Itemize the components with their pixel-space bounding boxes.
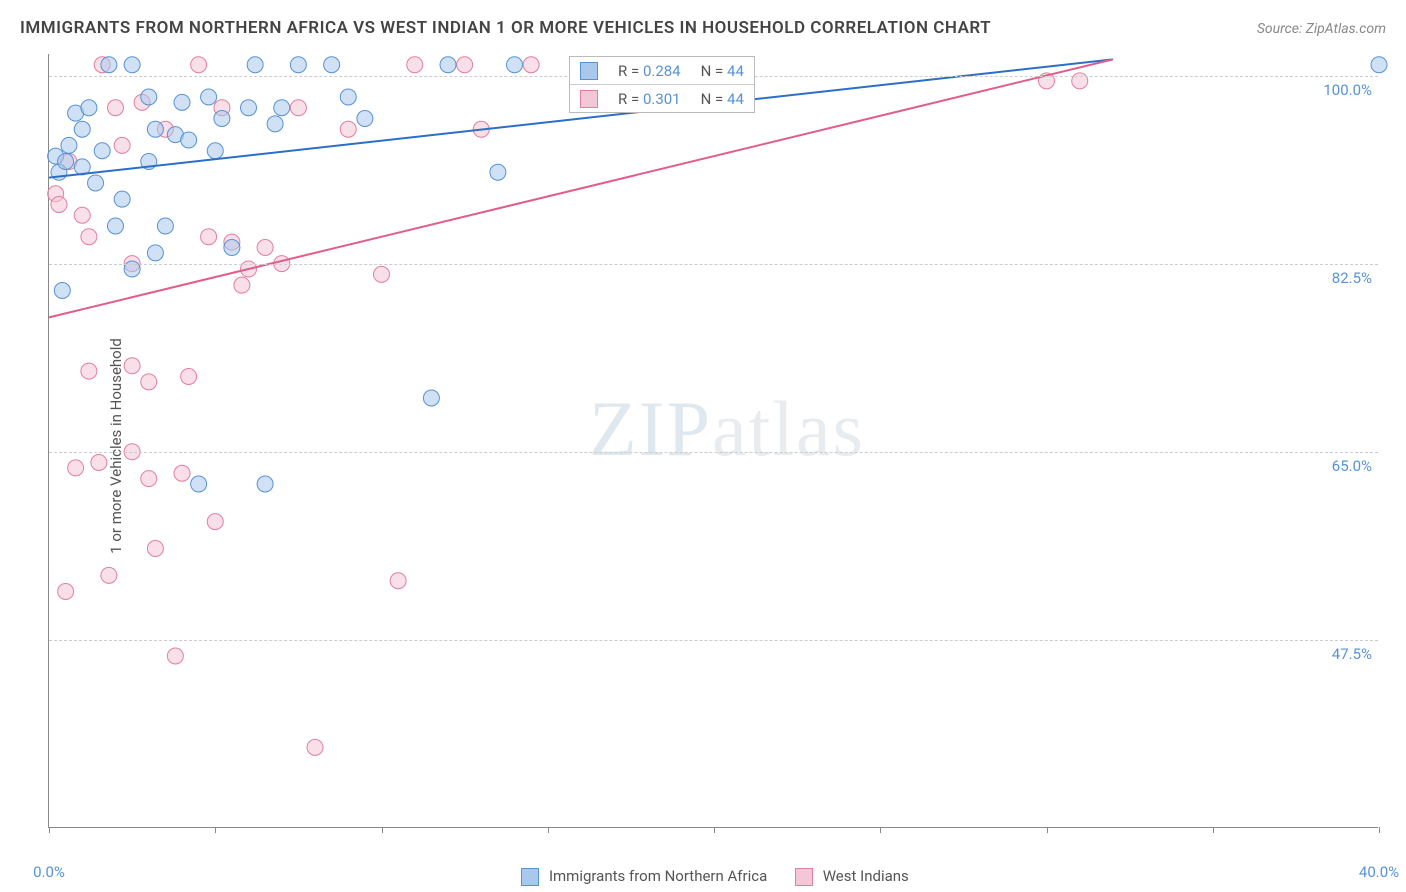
source: Source: ZipAtlas.com: [1257, 18, 1386, 37]
data-point: [181, 132, 197, 148]
data-point: [108, 218, 124, 234]
data-point: [201, 229, 217, 245]
data-point: [94, 143, 110, 159]
x-tick: [49, 827, 50, 833]
data-point: [124, 57, 140, 73]
y-tick-label: 65.0%: [1332, 457, 1372, 475]
data-point: [74, 121, 90, 137]
data-point: [1371, 57, 1387, 73]
data-point: [54, 283, 70, 299]
data-point: [167, 648, 183, 664]
legend-label-1: Immigrants from Northern Africa: [549, 867, 767, 885]
data-point: [423, 390, 439, 406]
data-point: [91, 455, 107, 471]
data-point: [247, 57, 263, 73]
legend-label-2: West Indians: [823, 867, 909, 885]
data-point: [440, 57, 456, 73]
correlation-legend: R = 0.284N = 44R = 0.301N = 44: [569, 56, 755, 113]
data-point: [74, 207, 90, 223]
data-point: [124, 358, 140, 374]
data-point: [207, 143, 223, 159]
data-point: [307, 739, 323, 755]
grid-line: [49, 640, 1378, 641]
data-point: [141, 374, 157, 390]
data-point: [191, 476, 207, 492]
data-point: [201, 89, 217, 105]
data-point: [214, 111, 230, 127]
data-point: [267, 116, 283, 132]
data-point: [147, 121, 163, 137]
data-point: [357, 111, 373, 127]
data-point: [114, 191, 130, 207]
data-point: [191, 57, 207, 73]
data-point: [507, 57, 523, 73]
y-tick-label: 82.5%: [1332, 269, 1372, 287]
data-point: [68, 460, 84, 476]
y-tick-label: 47.5%: [1332, 645, 1372, 663]
data-point: [108, 100, 124, 116]
data-point: [290, 100, 306, 116]
data-point: [147, 245, 163, 261]
data-point: [101, 57, 117, 73]
grid-line: [49, 452, 1378, 453]
data-point: [141, 471, 157, 487]
x-tick: [215, 827, 216, 833]
data-point: [374, 266, 390, 282]
data-point: [147, 541, 163, 557]
data-point: [157, 218, 173, 234]
data-point: [58, 584, 74, 600]
data-point: [181, 369, 197, 385]
data-point: [234, 277, 250, 293]
x-tick: [548, 827, 549, 833]
data-point: [174, 94, 190, 110]
data-point: [257, 240, 273, 256]
data-point: [58, 154, 74, 170]
data-point: [340, 121, 356, 137]
x-tick: [714, 827, 715, 833]
data-point: [81, 229, 97, 245]
data-point: [101, 567, 117, 583]
data-point: [81, 100, 97, 116]
data-point: [174, 465, 190, 481]
legend-bottom: Immigrants from Northern Africa West Ind…: [0, 867, 1406, 886]
x-tick: [1047, 827, 1048, 833]
data-point: [523, 57, 539, 73]
plot-area: ZIPatlas 47.5%65.0%82.5%100.0%0.0%40.0%R…: [48, 54, 1378, 828]
data-point: [61, 137, 77, 153]
data-point: [290, 57, 306, 73]
legend-swatch-2: [795, 868, 813, 886]
chart-title: IMMIGRANTS FROM NORTHERN AFRICA VS WEST …: [20, 18, 991, 38]
x-tick: [1379, 827, 1380, 833]
data-point: [257, 476, 273, 492]
data-point: [241, 100, 257, 116]
data-point: [324, 57, 340, 73]
data-point: [114, 137, 130, 153]
x-tick: [1213, 827, 1214, 833]
data-point: [207, 514, 223, 530]
y-tick-label: 100.0%: [1323, 81, 1372, 99]
source-label: Source:: [1257, 21, 1306, 37]
data-point: [81, 363, 97, 379]
data-point: [141, 89, 157, 105]
data-point: [224, 240, 240, 256]
data-point: [457, 57, 473, 73]
x-tick: [382, 827, 383, 833]
data-point: [390, 573, 406, 589]
data-point: [51, 197, 67, 213]
plot-svg: [49, 54, 1378, 827]
data-point: [407, 57, 423, 73]
legend-swatch-1: [521, 868, 539, 886]
data-point: [274, 100, 290, 116]
data-point: [88, 175, 104, 191]
data-point: [340, 89, 356, 105]
data-point: [490, 164, 506, 180]
x-tick: [880, 827, 881, 833]
source-value: ZipAtlas.com: [1306, 21, 1386, 37]
grid-line: [49, 264, 1378, 265]
